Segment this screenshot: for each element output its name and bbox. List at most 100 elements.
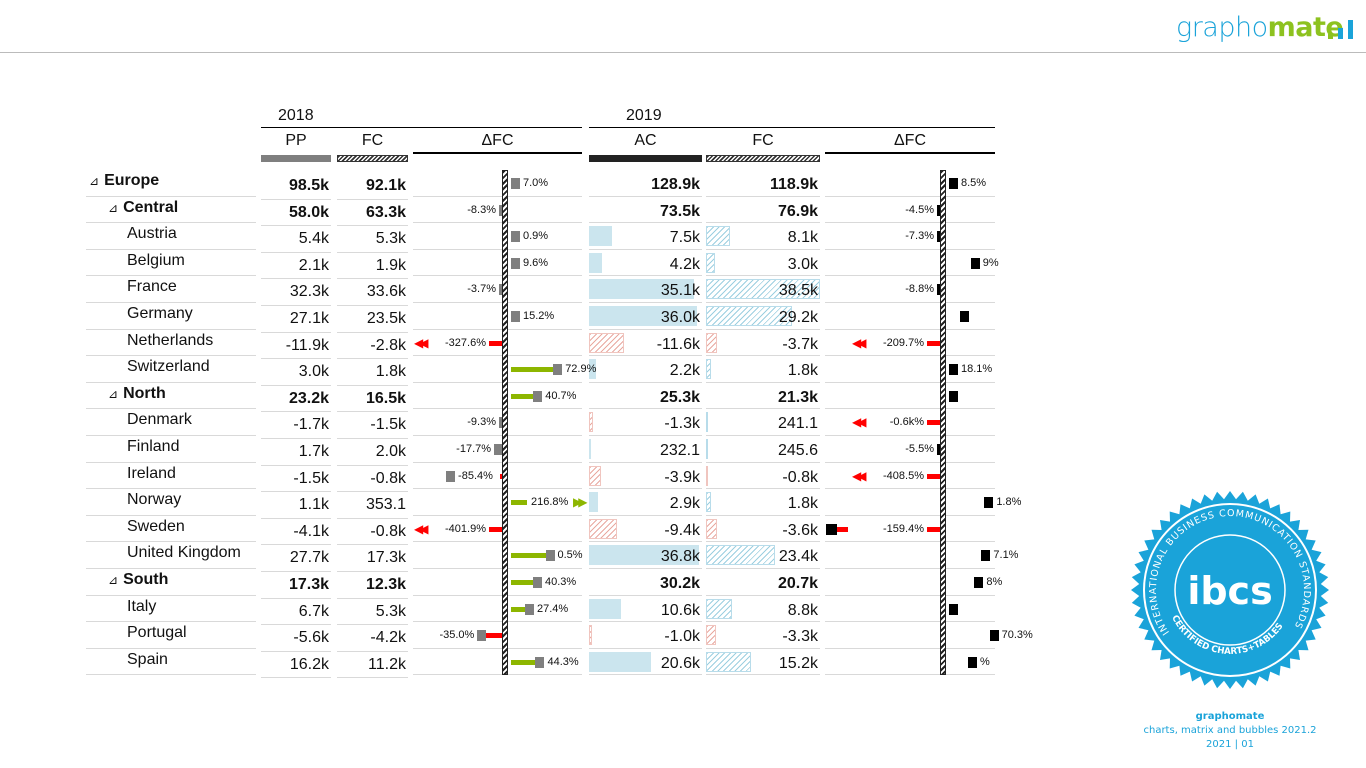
table-row-spain: Spain 16.2k 11.2k 20.6k 15.2k 44.3%% — [0, 649, 1000, 679]
dfc2018-cell — [413, 409, 582, 436]
dfc-marker-2019 — [825, 152, 995, 154]
row-label: ⊿ Central — [86, 197, 256, 224]
fc2018-value: 1.8k — [337, 359, 408, 386]
dfc2018-cell — [413, 463, 582, 490]
collapse-icon[interactable]: ⊿ — [89, 174, 100, 188]
row-label: ⊿ Europe — [86, 170, 256, 197]
dfc-axis-2018 — [502, 170, 508, 675]
fc2019-value: 23.4k — [778, 548, 818, 566]
row-label: Portugal — [86, 622, 256, 649]
pp-value: 58.0k — [261, 200, 331, 227]
d18-label: 0.9% — [523, 230, 549, 243]
ac-value: -9.4k — [664, 521, 700, 539]
table-row-france: France 32.3k 33.6k 35.1k 38.5k -3.7% -8.8% — [0, 276, 1000, 306]
fc2019-cell: 241.1 — [706, 409, 820, 436]
collapse-icon[interactable]: ⊿ — [108, 386, 119, 401]
fc2018-value: -4.2k — [337, 625, 408, 652]
fc2019-bar — [706, 306, 793, 326]
fc2018-value: 16.5k — [337, 386, 408, 413]
ac-scenario-marker — [589, 155, 702, 162]
dfc2019-cell — [825, 356, 995, 383]
fc2019-value: 76.9k — [777, 202, 818, 220]
fc2019-cell: -3.3k — [706, 622, 820, 649]
d18-marker — [477, 630, 487, 642]
fc2019-cell: 76.9k — [706, 197, 820, 224]
fc2018-value: 5.3k — [337, 599, 408, 626]
fc2019-bar — [706, 412, 708, 433]
dfc2018-cell — [413, 569, 582, 596]
dfc2019-cell — [825, 649, 995, 676]
d19-marker — [949, 390, 958, 402]
row-label: ⊿ North — [86, 383, 256, 410]
d18-marker — [511, 231, 520, 243]
d19-bar — [927, 340, 943, 346]
footer-version: 2021 | 01 — [1206, 739, 1254, 750]
ac-bar — [589, 252, 602, 273]
ac-bar — [589, 306, 697, 326]
fc2018-value: -2.8k — [337, 333, 408, 360]
row-name: Denmark — [127, 411, 192, 429]
col-fc-2018: FC — [361, 132, 384, 149]
collapse-icon[interactable]: ⊿ — [108, 200, 119, 215]
fc2018-value: 353.1 — [337, 492, 408, 519]
ac-bar — [589, 279, 695, 300]
ac-cell: 2.9k — [589, 489, 702, 516]
d19-bar — [927, 473, 943, 479]
dfc2019-cell — [825, 197, 995, 224]
d19-bar — [927, 526, 943, 532]
dfc2019-cell — [825, 250, 995, 277]
pp-value: 3.0k — [261, 359, 331, 386]
ac-value: 30.2k — [659, 575, 700, 592]
year-2019: 2019 — [626, 107, 662, 124]
d18-label: 40.3% — [544, 576, 577, 588]
fc2018-value: 63.3k — [337, 200, 408, 227]
pp-value: 27.7k — [261, 545, 331, 572]
dfc2018-cell — [413, 649, 582, 676]
table-row-ireland: Ireland -1.5k -0.8k -3.9k -0.8k -85.4% -408.5%… — [0, 463, 1000, 493]
d19-label: % — [980, 655, 990, 668]
pp-value: 1.7k — [261, 439, 331, 466]
ac-cell: 7.5k — [589, 223, 702, 250]
dfc2018-cell — [413, 622, 582, 649]
table-row-portugal: Portugal -5.6k -4.2k -1.0k -3.3k -35.0% 70.3% — [0, 622, 1033, 652]
d18-bar — [483, 633, 505, 639]
d19-label: 8.5% — [961, 177, 987, 189]
dfc2019-cell — [825, 489, 995, 516]
row-name: Norway — [127, 491, 182, 509]
fc2019-value: 38.5k — [778, 282, 818, 300]
fc2018-value: 33.6k — [337, 279, 408, 306]
row-label: Finland — [86, 436, 256, 463]
row-label: Italy — [86, 596, 256, 623]
pp-value: 32.3k — [261, 279, 331, 306]
fc2019-value: 8.1k — [787, 229, 818, 247]
pp-value: 5.4k — [261, 226, 331, 253]
fc2019-value: 3.0k — [787, 255, 818, 273]
row-name: Italy — [127, 597, 157, 615]
ac-value: 10.6k — [660, 601, 700, 619]
fc2019-cell: 8.8k — [706, 596, 820, 623]
outlier-arrow-left-icon: ◀◀ — [852, 468, 867, 483]
year-2018: 2018 — [278, 107, 314, 124]
fc2019-bar — [706, 252, 715, 273]
dfc2018-cell — [413, 516, 582, 543]
ac-value: 73.5k — [659, 202, 700, 220]
ac-cell: -9.4k — [589, 516, 702, 543]
row-name: Spain — [127, 650, 168, 668]
fc2019-cell: 15.2k — [706, 649, 820, 676]
fc2019-bar — [706, 226, 730, 247]
d19-label: -0.6k% — [889, 416, 924, 429]
row-name: Belgium — [127, 251, 185, 269]
collapse-icon[interactable]: ⊿ — [108, 573, 119, 587]
ac-bar — [589, 439, 591, 459]
d19-marker — [974, 577, 984, 588]
fc2019-bar — [706, 332, 717, 353]
ac-value: 128.9k — [651, 176, 700, 193]
d18-label: 72.9% — [565, 363, 597, 376]
row-label: France — [86, 276, 256, 303]
d18-label: -327.6% — [445, 336, 486, 349]
ac-bar — [589, 625, 592, 646]
ac-cell: -11.6k — [589, 330, 702, 357]
pp-value: 2.1k — [261, 253, 331, 280]
d19-label: 7.1% — [993, 549, 1019, 562]
d19-label: -408.5% — [883, 469, 924, 482]
